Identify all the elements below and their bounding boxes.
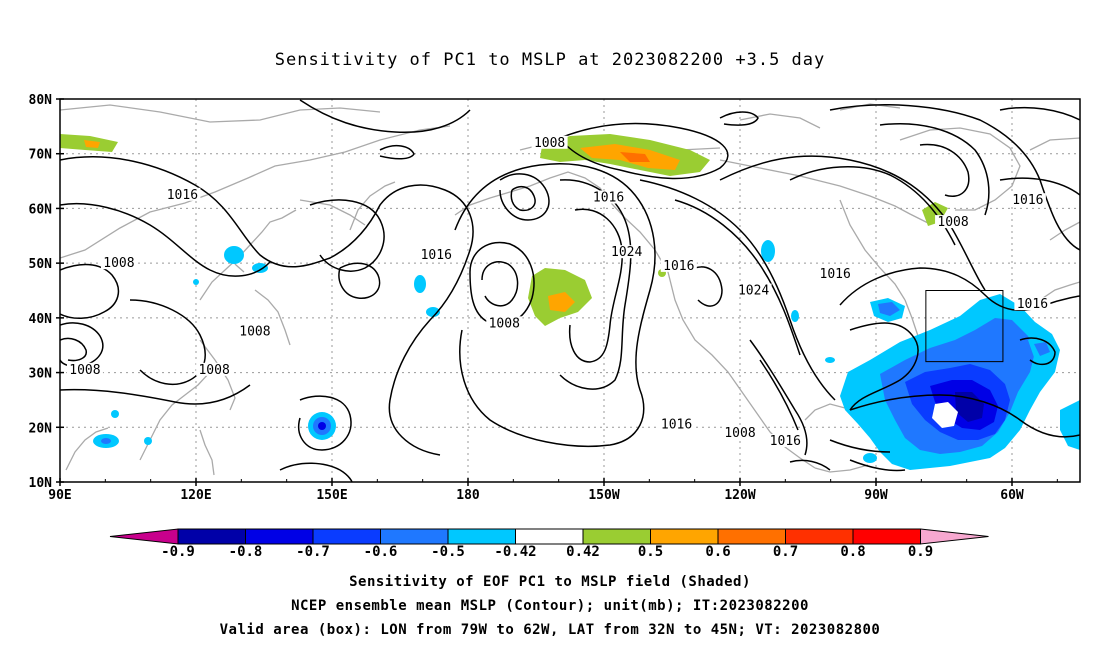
colorbar-high-extend — [920, 528, 989, 545]
colorbar-bin — [177, 528, 246, 545]
contour-label-bg — [722, 425, 758, 439]
colorbar-bin — [852, 528, 921, 545]
colorbar-bin — [582, 528, 651, 545]
colorbar-bin — [515, 528, 584, 545]
colorbar-level-label: 0.9 — [907, 544, 934, 560]
contour-label: 1016 — [421, 248, 452, 263]
contour-labels: 1016 1008 1008 1008 1008 1016 1008 1008 1016 1024… — [66, 135, 1051, 449]
contour-label-bg — [418, 247, 455, 261]
colorbar-level-label: 0.8 — [840, 544, 866, 560]
lat-label: 50N — [29, 257, 53, 272]
contour-label-bg — [1014, 297, 1051, 311]
map-title: Sensitivity of PC1 to MSLP at 2023082200… — [274, 50, 826, 70]
contour-label-bg — [660, 258, 697, 272]
colorbar-bin — [717, 528, 786, 545]
colorbar-level-label: 0.5 — [637, 544, 664, 560]
colorbar-low-extend — [109, 528, 179, 545]
colorbar-level-label: 0.7 — [772, 544, 799, 560]
sensitivity-shading — [60, 134, 1080, 470]
colorbar-bin — [380, 528, 449, 545]
contour-label-bg — [658, 417, 695, 431]
lat-label: 80N — [29, 93, 53, 108]
lon-label: 150W — [588, 488, 619, 503]
contour-label-bg — [66, 362, 103, 376]
contour-label: 1016 — [167, 188, 198, 203]
colorbar-level-label: -0.8 — [228, 544, 263, 560]
contour-label: 1008 — [534, 136, 565, 151]
footer-line-1: Sensitivity of EOF PC1 to MSLP field (Sh… — [349, 574, 751, 590]
contour-label-bg — [100, 256, 137, 270]
mslp-contours — [60, 99, 1080, 482]
lon-label: 150E — [316, 488, 347, 503]
contour-label-bg — [486, 316, 523, 330]
colorbar-level-label: 0.42 — [566, 544, 600, 560]
contour-label-bg — [767, 433, 804, 447]
lon-label: 120W — [724, 488, 755, 503]
contour-label-bg — [608, 245, 645, 259]
contour-label: 1008 — [239, 325, 270, 340]
lon-label: 90W — [864, 488, 888, 503]
contour-label-bg — [196, 362, 233, 376]
contour-label: 1016 — [663, 259, 694, 274]
contour-label: 1008 — [937, 215, 968, 230]
colorbar-bin — [447, 528, 516, 545]
contour-label-bg — [935, 215, 972, 229]
lat-label: 40N — [29, 312, 53, 327]
valid-area-box — [925, 290, 1004, 363]
colorbar-level-label: -0.5 — [431, 544, 465, 560]
footer-line-2: NCEP ensemble mean MSLP (Contour); unit(… — [291, 598, 809, 614]
contour-label: 1008 — [489, 316, 520, 331]
contour-label: 1008 — [69, 363, 100, 378]
contour-label-bg — [531, 135, 568, 149]
colorbar-level-label: -0.6 — [363, 544, 398, 560]
contour-label: 1008 — [103, 256, 134, 271]
colorbar-bin — [245, 528, 314, 545]
coastlines — [60, 103, 1080, 476]
valid-area-rect — [925, 290, 1004, 363]
contour-label-bg — [735, 283, 772, 297]
contour-label-bg — [817, 267, 854, 281]
contour-label: 1016 — [593, 190, 624, 205]
lat-label: 60N — [29, 202, 53, 217]
colorbar-bin — [312, 528, 381, 545]
colorbar — [109, 528, 989, 545]
colorbar-bin — [785, 528, 854, 545]
lon-label: 120E — [180, 488, 211, 503]
contour-label: 1008 — [724, 426, 755, 441]
colorbar-bin — [650, 528, 719, 545]
contour-label: 1016 — [1012, 193, 1043, 208]
lat-label: 70N — [29, 148, 53, 163]
lon-label: 60W — [1000, 488, 1024, 503]
contour-label: 1016 — [770, 434, 801, 449]
plot-frame — [59, 98, 1081, 483]
contour-label: 1024 — [611, 245, 642, 260]
contour-label: 1016 — [661, 418, 692, 433]
colorbar-level-label: -0.7 — [296, 544, 330, 560]
lat-label: 20N — [29, 421, 53, 436]
contour-label: 1016 — [1017, 297, 1048, 312]
contour-label: 1008 — [198, 363, 229, 378]
contour-label-bg — [236, 324, 273, 338]
colorbar-level-label: 0.6 — [705, 544, 731, 560]
contour-label-bg — [164, 187, 201, 201]
lon-label: 180 — [456, 488, 480, 503]
contour-label: 1016 — [820, 267, 851, 282]
lat-label: 30N — [29, 367, 53, 382]
footer-line-3: Valid area (box): LON from 79W to 62W, L… — [219, 622, 881, 638]
lon-label: 90E — [48, 488, 71, 503]
contour-label-bg — [1009, 193, 1046, 207]
contour-label: 1024 — [738, 284, 769, 299]
contour-label-bg — [590, 190, 627, 204]
lat-label: 10N — [29, 476, 53, 491]
colorbar-level-label: -0.9 — [161, 544, 195, 560]
colorbar-level-label: -0.42 — [494, 544, 537, 560]
